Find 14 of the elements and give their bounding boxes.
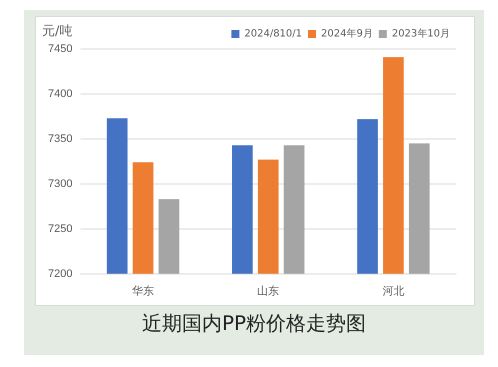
y-tick-label: 7250	[48, 222, 72, 235]
x-tick-label: 河北	[382, 284, 404, 298]
x-tick-label: 华东	[132, 284, 154, 298]
legend-label: 2024/810/1	[244, 28, 302, 40]
legend-label: 2024年9月	[321, 28, 373, 40]
x-tick-label: 山东	[257, 284, 280, 298]
y-tick-label: 7450	[48, 43, 72, 56]
y-tick-label: 7200	[48, 268, 72, 280]
y-tick-label: 7350	[48, 132, 72, 145]
y-tick-label: 7400	[48, 88, 72, 100]
text: 近期国内PP粉价格走势图	[140, 310, 368, 337]
y-axis-title: 元/吨	[42, 24, 72, 39]
y-tick-label: 7300	[48, 178, 72, 190]
legend-label: 2023年10月	[392, 28, 450, 40]
